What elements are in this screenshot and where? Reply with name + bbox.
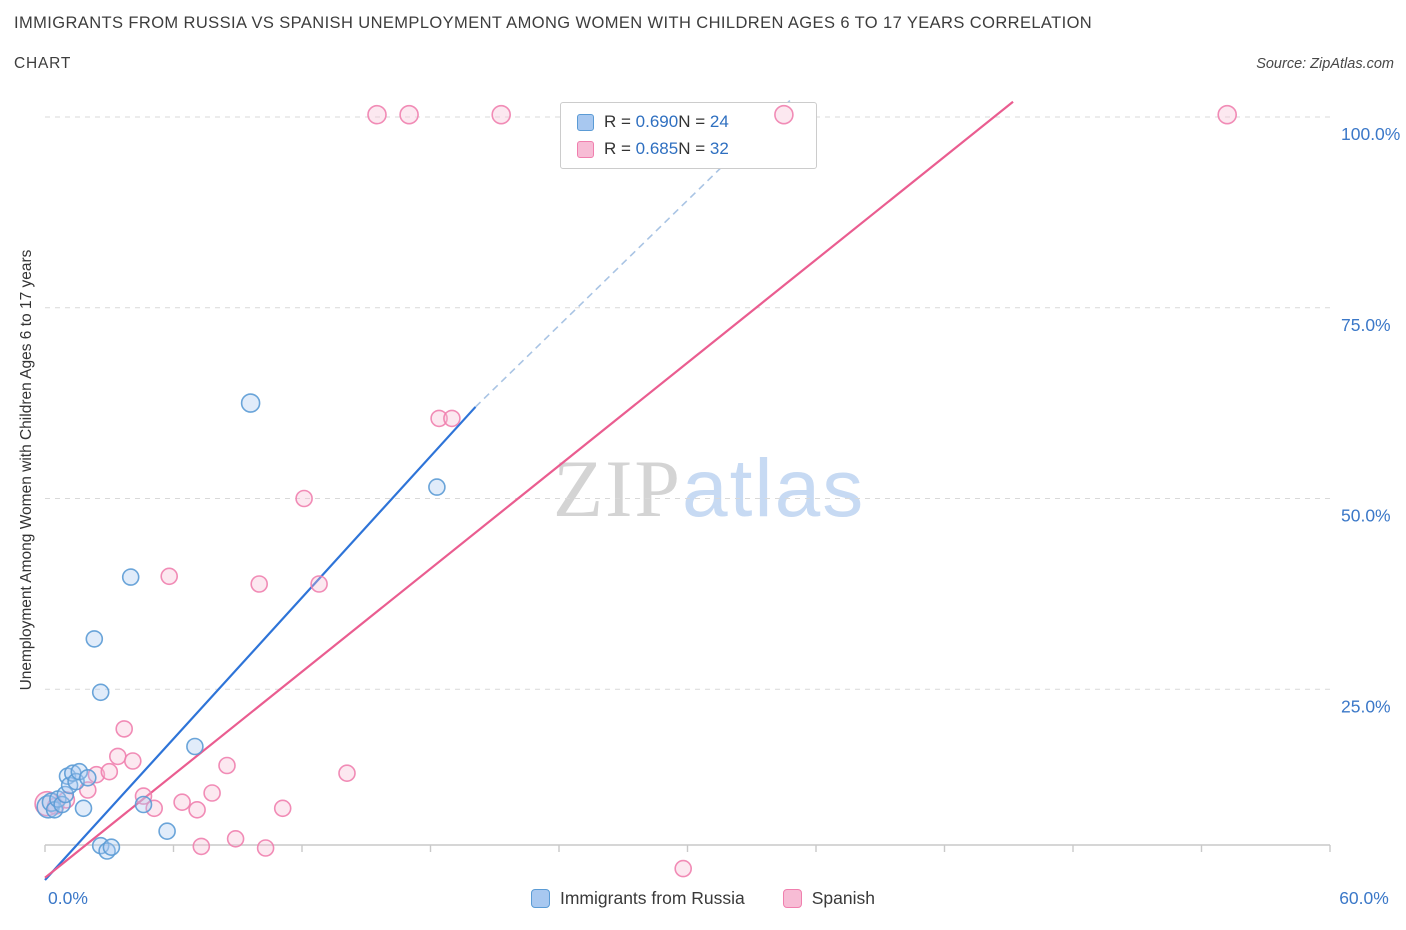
y-tick-label: 75.0% bbox=[1341, 315, 1391, 335]
trend-line bbox=[44, 406, 477, 881]
x-tick-label: 60.0% bbox=[1339, 888, 1389, 908]
r-stat-russia: R = 0.690 bbox=[604, 112, 679, 131]
zipatlas-watermark: ZIPatlas bbox=[553, 448, 865, 530]
legend-swatch-russia-icon bbox=[577, 113, 594, 131]
stats-row-russia: R = 0.690 N = 24 bbox=[577, 112, 802, 132]
legend-swatch-spanish-icon bbox=[782, 889, 802, 908]
trend-line bbox=[44, 100, 1014, 879]
y-axis-title: Unemployment Among Women with Children A… bbox=[18, 249, 35, 691]
watermark-atlas: atlas bbox=[682, 443, 866, 534]
legend-item-russia: Immigrants from Russia bbox=[530, 888, 745, 909]
stats-row-spanish: R = 0.685 N = 32 bbox=[577, 139, 802, 159]
series-legend: Immigrants from Russia Spanish bbox=[530, 888, 876, 909]
r-stat-spanish: R = 0.685 bbox=[604, 139, 679, 158]
y-tick-label: 50.0% bbox=[1341, 506, 1391, 526]
watermark-zip: ZIP bbox=[553, 443, 682, 534]
x-tick-label: 0.0% bbox=[48, 888, 88, 908]
legend-item-spanish: Spanish bbox=[782, 888, 876, 909]
page-title: IMMIGRANTS FROM RUSSIA VS SPANISH UNEMPL… bbox=[14, 14, 1093, 32]
legend-swatch-russia-icon bbox=[530, 889, 550, 908]
n-stat-spanish: N = 32 bbox=[678, 139, 729, 158]
y-tick-label: 100.0% bbox=[1341, 124, 1400, 144]
legend-swatch-spanish-icon bbox=[577, 140, 594, 158]
n-stat-russia: N = 24 bbox=[678, 112, 729, 131]
legend-item-label: Immigrants from Russia bbox=[559, 888, 745, 908]
y-tick-label: 25.0% bbox=[1341, 696, 1391, 716]
source-link[interactable]: Source: ZipAtlas.com bbox=[1256, 56, 1394, 72]
legend-item-label: Spanish bbox=[811, 888, 876, 908]
chart-type-label: CHART bbox=[14, 55, 72, 72]
correlation-stats-box: R = 0.690 N = 24 R = 0.685 N = 32 bbox=[560, 102, 817, 169]
